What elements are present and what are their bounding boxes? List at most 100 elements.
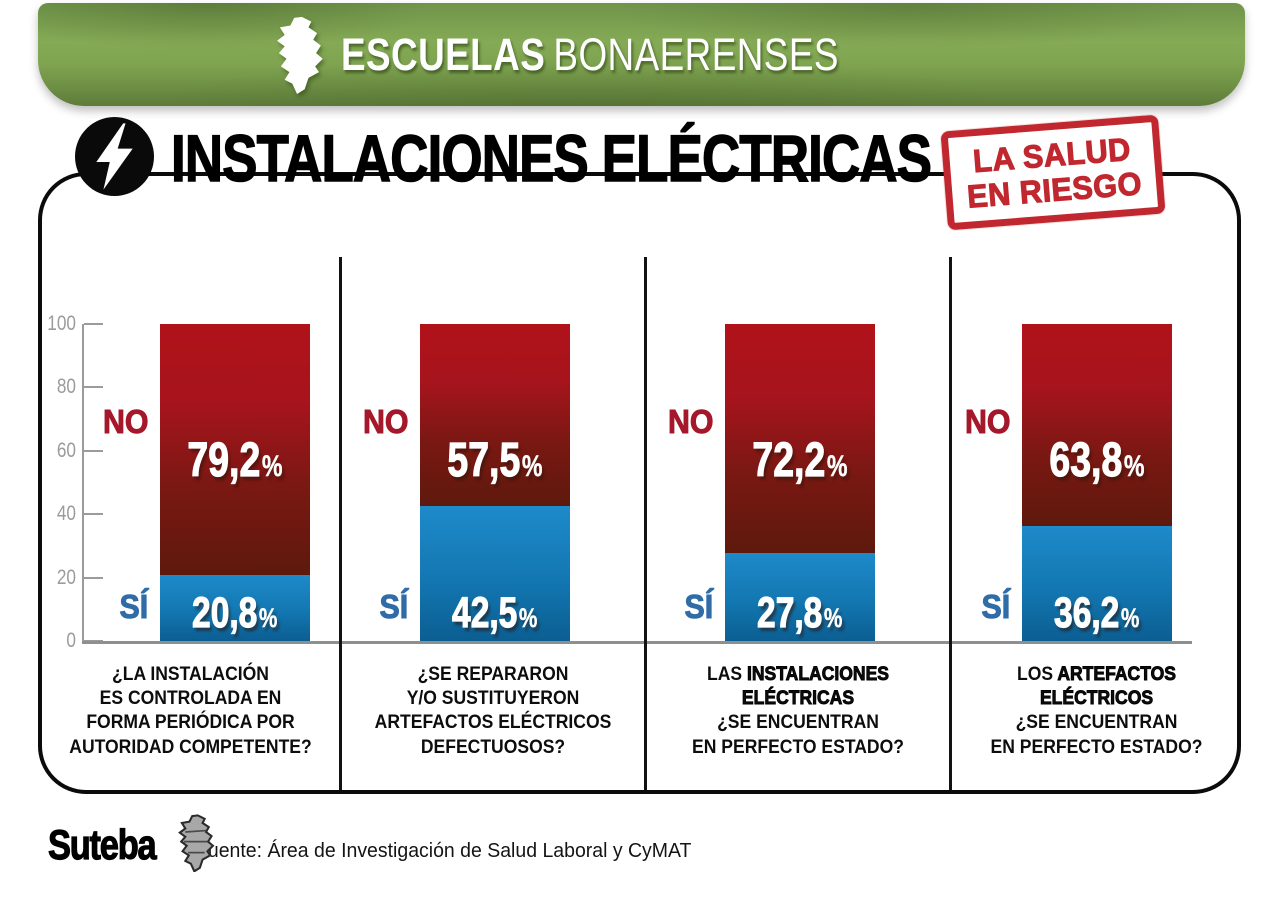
no-label: NO xyxy=(667,403,713,441)
x-axis-baseline xyxy=(82,641,1192,644)
question-label: LAS INSTALACIONES ELÉCTRICAS ¿SE ENCUENTRA… xyxy=(662,662,934,759)
question-line: AUTORIDAD COMPETENTE? xyxy=(57,735,324,759)
bar-segment-si xyxy=(160,575,310,641)
percent-sign: % xyxy=(261,450,283,483)
panel-divider xyxy=(644,257,647,790)
no-percentage-value-text: 57,5% xyxy=(447,433,543,487)
buenos-aires-map-icon xyxy=(276,16,323,94)
si-label: SÍ xyxy=(119,588,149,626)
si-percentage-value-text: 27,8% xyxy=(757,588,843,637)
question-line: Y/O SUSTITUYERON xyxy=(357,686,629,710)
question-heavy-text: ARTEFACTOS xyxy=(1057,663,1176,686)
no-label: NO xyxy=(362,403,408,441)
no-label: NO xyxy=(964,403,1010,441)
percent-sign: % xyxy=(1123,450,1145,483)
suteba-logo-text: Suteba xyxy=(48,820,158,868)
question-label: ¿SE REPARARON Y/O SUSTITUYERON ARTEFACTOS … xyxy=(357,662,629,759)
question-line: LAS INSTALACIONES xyxy=(662,662,934,686)
si-percentage-value-text: 42,5% xyxy=(452,588,538,637)
question-heavy-text: ELÉCTRICAS xyxy=(741,687,855,710)
y-axis-tick xyxy=(84,450,103,452)
bar-segment-si xyxy=(725,553,875,641)
y-axis-tick-label: 60 xyxy=(56,439,76,462)
question-line: FORMA PERIÓDICA POR xyxy=(57,710,324,734)
y-axis-tick-label: 80 xyxy=(56,375,76,398)
si-percentage-value: 20,8% xyxy=(160,588,310,638)
bar-segment-si xyxy=(1022,526,1172,641)
si-label: SÍ xyxy=(981,588,1011,626)
question-text: ¿LA INSTALACIÓN xyxy=(112,663,269,685)
y-axis-tick-label: 20 xyxy=(56,566,76,589)
question-line: ES CONTROLADA EN xyxy=(57,686,324,710)
si-label: SÍ xyxy=(379,588,409,626)
question-text: LAS xyxy=(706,663,747,685)
question-text: Y/O SUSTITUYERON xyxy=(406,687,580,710)
y-axis-tick xyxy=(84,386,103,388)
question-line: DEFECTUOSOS? xyxy=(357,735,629,759)
banner-content: ESCUELAS BONAERENSES xyxy=(269,15,948,95)
si-percentage-value: 27,8% xyxy=(725,588,875,638)
y-axis-tick xyxy=(84,577,103,579)
question-text: DEFECTUOSOS? xyxy=(420,735,566,758)
bar-segment-no xyxy=(1022,324,1172,526)
percent-sign: % xyxy=(521,450,543,483)
question-text: ¿SE REPARARON xyxy=(417,663,569,685)
question-text: ARTEFACTOS ELÉCTRICOS xyxy=(374,711,612,734)
question-line: ARTEFACTOS ELÉCTRICOS xyxy=(357,710,629,734)
panel-divider xyxy=(339,257,342,790)
no-percentage-value-text: 72,2% xyxy=(752,433,848,487)
percent-sign: % xyxy=(519,603,538,633)
si-percentage-value-text: 20,8% xyxy=(192,588,278,637)
banner-title-bold: ESCUELAS xyxy=(340,28,546,80)
question-line: ELÉCTRICOS xyxy=(966,686,1226,710)
no-percentage-value: 72,2% xyxy=(725,433,875,488)
question-line: ¿SE REPARARON xyxy=(357,662,629,686)
no-percentage-value-text: 79,2% xyxy=(187,433,283,487)
question-line: EN PERFECTO ESTADO? xyxy=(662,735,934,759)
banner-title: ESCUELAS BONAERENSES xyxy=(341,29,839,81)
lightning-icon xyxy=(75,117,154,196)
no-percentage-value-text: 63,8% xyxy=(1049,433,1145,487)
page-title-text: INSTALACIONES ELÉCTRICAS xyxy=(170,120,932,196)
question-text: AUTORIDAD COMPETENTE? xyxy=(69,735,312,758)
percent-sign: % xyxy=(826,450,848,483)
source-text: Fuente: Área de Investigación de Salud L… xyxy=(196,839,692,862)
question-line: EN PERFECTO ESTADO? xyxy=(966,735,1226,759)
y-axis-tick xyxy=(84,323,103,325)
question-line: ¿LA INSTALACIÓN xyxy=(57,662,324,686)
question-label: ¿LA INSTALACIÓN ES CONTROLADA EN FORMA PER… xyxy=(57,662,324,759)
si-percentage-value: 42,5% xyxy=(420,588,570,638)
y-axis-tick xyxy=(84,513,103,515)
no-percentage-value: 63,8% xyxy=(1022,433,1172,488)
question-text: EN PERFECTO ESTADO? xyxy=(990,735,1203,758)
question-line: LOS ARTEFACTOS xyxy=(966,662,1226,686)
question-heavy-text: INSTALACIONES xyxy=(746,663,890,686)
question-line: ELÉCTRICAS xyxy=(662,686,934,710)
question-line: ¿SE ENCUENTRAN xyxy=(662,710,934,734)
percent-sign: % xyxy=(824,603,843,633)
question-text: ¿SE ENCUENTRAN xyxy=(717,711,879,734)
question-heavy-text: ELÉCTRICOS xyxy=(1039,687,1154,710)
percent-sign: % xyxy=(259,603,278,633)
y-axis-tick-label: 0 xyxy=(66,629,76,652)
no-percentage-value: 79,2% xyxy=(160,433,310,488)
si-percentage-value-text: 36,2% xyxy=(1054,588,1140,637)
percent-sign: % xyxy=(1121,603,1140,633)
no-label: NO xyxy=(102,403,148,441)
header-banner: ESCUELAS BONAERENSES xyxy=(38,3,1245,106)
si-label: SÍ xyxy=(684,588,714,626)
y-axis-tick-label: 100 xyxy=(47,312,76,335)
panel-divider xyxy=(949,257,952,790)
no-percentage-value: 57,5% xyxy=(420,433,570,488)
suteba-map-icon xyxy=(178,814,215,872)
bar-segment-no xyxy=(725,324,875,553)
question-label: LOS ARTEFACTOS ELÉCTRICOS ¿SE ENCUENTRAN EN… xyxy=(966,662,1226,759)
chart-frame xyxy=(38,172,1241,794)
bar-segment-no xyxy=(160,324,310,575)
y-axis-line xyxy=(82,324,84,643)
question-line: ¿SE ENCUENTRAN xyxy=(966,710,1226,734)
banner-title-regular: BONAERENSES xyxy=(553,28,839,80)
bar-segment-no xyxy=(420,324,570,506)
question-text: ¿SE ENCUENTRAN xyxy=(1015,711,1178,734)
